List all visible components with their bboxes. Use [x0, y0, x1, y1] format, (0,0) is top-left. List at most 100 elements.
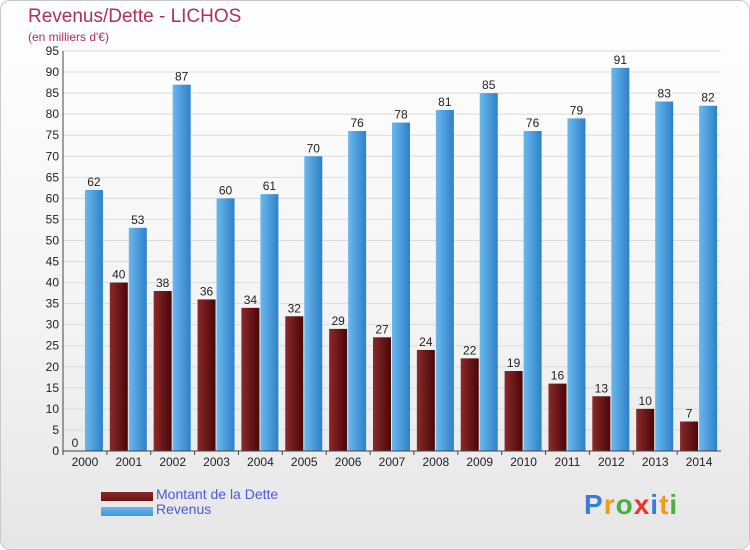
proxiti-logo: Proxiti [584, 489, 678, 521]
y-tick-label: 75 [46, 128, 60, 142]
x-tick-label: 2000 [72, 455, 99, 469]
x-tick-label: 2007 [379, 455, 406, 469]
bar-revenus [655, 101, 674, 452]
x-tick-label: 2009 [466, 455, 493, 469]
data-label-revenus: 83 [658, 87, 672, 101]
y-tick-label: 90 [46, 65, 60, 79]
data-label-dette: 29 [331, 314, 345, 328]
x-tick-label: 2011 [555, 455, 581, 469]
y-tick-label: 80 [46, 107, 60, 121]
data-label-revenus: 70 [307, 141, 321, 155]
x-tick-label: 2008 [423, 455, 450, 469]
bar-dette [241, 307, 260, 451]
bar-dette [153, 291, 172, 451]
bar-dette [504, 371, 523, 451]
data-label-dette: 22 [463, 343, 477, 357]
data-label-dette: 24 [419, 335, 433, 349]
data-label-dette: 19 [507, 356, 521, 370]
bar-revenus [128, 227, 147, 451]
logo-letter: o [615, 489, 634, 520]
bar-revenus [699, 105, 718, 451]
bar-revenus [172, 84, 191, 452]
data-label-revenus: 61 [263, 179, 277, 193]
data-label-revenus: 78 [394, 108, 408, 122]
bar-revenus [611, 67, 630, 451]
y-tick-label: 65 [46, 170, 60, 184]
logo-letter: P [584, 489, 604, 520]
logo-letter: x [633, 489, 651, 520]
x-tick-label: 2013 [642, 455, 669, 469]
bar-revenus [523, 131, 542, 451]
x-tick-label: 2014 [686, 455, 713, 469]
x-tick-label: 2012 [598, 455, 625, 469]
data-label-dette: 16 [551, 369, 565, 383]
bar-dette [416, 349, 435, 451]
legend-label-revenus: Revenus [156, 501, 212, 517]
x-tick-label: 2001 [115, 455, 142, 469]
bar-dette [109, 282, 128, 451]
data-label-revenus: 76 [350, 116, 364, 130]
data-label-dette: 32 [288, 301, 302, 315]
chart-subtitle: (en milliers d'€) [28, 30, 109, 44]
data-label-revenus: 79 [570, 103, 584, 117]
bar-revenus [567, 118, 586, 452]
data-label-revenus: 82 [701, 91, 715, 105]
x-tick-label: 2005 [291, 455, 318, 469]
x-tick-label: 2002 [159, 455, 186, 469]
data-label-revenus: 60 [219, 183, 233, 197]
x-tick-label: 2010 [510, 455, 537, 469]
data-label-revenus: 62 [87, 175, 101, 189]
data-label-revenus: 81 [438, 95, 452, 109]
logo-letter: r [603, 489, 616, 520]
bar-revenus [216, 198, 235, 451]
chart-title: Revenus/Dette - LICHOS [28, 6, 242, 27]
bar-revenus [348, 131, 367, 451]
data-label-dette: 36 [200, 284, 214, 298]
bar-dette [592, 396, 611, 451]
bar-dette [285, 316, 304, 451]
bar-revenus [479, 93, 498, 452]
x-tick-label: 2006 [335, 455, 362, 469]
bar-dette [373, 337, 391, 451]
data-label-dette: 27 [375, 322, 389, 336]
y-tick-label: 35 [46, 297, 60, 311]
logo-letter: i [650, 489, 660, 520]
bar-dette [460, 358, 479, 451]
y-tick-label: 85 [46, 86, 60, 100]
bar-dette [636, 408, 655, 451]
bar-revenus [260, 194, 279, 451]
bar-revenus [84, 189, 103, 451]
data-label-revenus: 76 [526, 116, 540, 130]
data-label-revenus: 53 [131, 213, 145, 227]
bar-dette [329, 328, 348, 451]
data-label-dette: 10 [639, 394, 653, 408]
legend-swatch-revenus [101, 507, 153, 516]
y-tick-label: 0 [52, 444, 59, 458]
bar-dette [680, 421, 699, 451]
data-label-revenus: 87 [175, 70, 189, 84]
y-tick-label: 70 [46, 149, 60, 163]
y-tick-label: 45 [46, 255, 60, 269]
y-tick-label: 30 [46, 318, 60, 332]
bar-revenus [435, 109, 454, 452]
data-label-dette: 7 [686, 407, 693, 421]
y-tick-label: 40 [46, 276, 60, 290]
data-label-revenus: 85 [482, 78, 496, 92]
data-label-dette: 34 [244, 293, 258, 307]
x-tick-label: 2004 [247, 455, 274, 469]
bar-revenus [304, 156, 323, 451]
y-tick-label: 20 [46, 360, 60, 374]
bar-dette [548, 383, 567, 451]
data-label-dette: 40 [112, 268, 126, 282]
logo-letter: i [669, 489, 679, 520]
y-tick-label: 50 [46, 233, 60, 247]
legend-swatch-dette [101, 492, 153, 501]
y-tick-label: 15 [46, 381, 60, 395]
y-tick-label: 95 [46, 44, 60, 58]
data-label-revenus: 91 [614, 53, 628, 67]
x-tick-label: 2003 [203, 455, 230, 469]
legend-label-dette: Montant de la Dette [156, 486, 279, 502]
y-tick-label: 5 [52, 423, 59, 437]
